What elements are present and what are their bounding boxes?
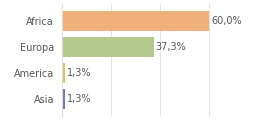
- Bar: [62, 37, 153, 57]
- Bar: [62, 63, 65, 83]
- Text: 1,3%: 1,3%: [67, 68, 91, 78]
- Text: 1,3%: 1,3%: [67, 94, 91, 104]
- Text: 37,3%: 37,3%: [155, 42, 186, 52]
- Bar: [62, 11, 209, 31]
- Text: 60,0%: 60,0%: [211, 16, 242, 26]
- Bar: [62, 89, 65, 109]
